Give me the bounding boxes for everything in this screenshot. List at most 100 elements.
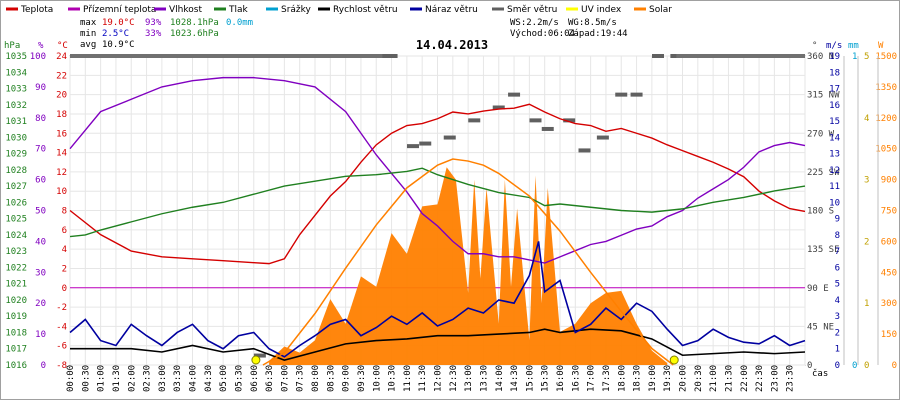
ms-tick-label: 10 bbox=[829, 198, 840, 208]
sun-marker bbox=[669, 355, 679, 365]
pct-tick-label: 50 bbox=[35, 207, 46, 217]
hpa-tick-label: 1033 bbox=[5, 85, 27, 95]
x-tick-label: 01:30 bbox=[112, 365, 122, 392]
solar-tick-label: 1200 bbox=[875, 114, 897, 124]
x-tick-label: 13:30 bbox=[479, 365, 489, 392]
degc-tick-label: 20 bbox=[56, 91, 67, 101]
stats-block: max 19.0°C 93% 1028.1hPa 0.0mm min 2.5°C… bbox=[80, 18, 253, 50]
pct-tick-label: 90 bbox=[35, 83, 46, 93]
solar-tick-label: 450 bbox=[881, 268, 897, 278]
x-tick-label: 23:00 bbox=[770, 365, 780, 392]
x-tick-label: 19:30 bbox=[663, 365, 673, 392]
degc-tick-label: 4 bbox=[62, 245, 67, 255]
x-tick-label: 00:30 bbox=[81, 365, 91, 392]
x-tick-label: 07:30 bbox=[296, 365, 306, 392]
wind-direction-bar-left bbox=[70, 54, 383, 58]
hpa-tick-label: 1018 bbox=[5, 328, 27, 338]
dir-tick-label: 315 NW bbox=[807, 91, 840, 101]
x-tick-label: 13:00 bbox=[464, 365, 474, 392]
degc-tick-label: 18 bbox=[56, 110, 67, 120]
x-tick-label: 06:30 bbox=[265, 365, 275, 392]
x-tick-label: 23:30 bbox=[786, 365, 796, 392]
solar-fill bbox=[269, 167, 668, 365]
degc-tick-label: 24 bbox=[56, 52, 67, 62]
pct-tick-label: 70 bbox=[35, 145, 46, 155]
unit-w: W bbox=[878, 41, 884, 51]
wind-direction-dash bbox=[492, 105, 505, 110]
wind-direction-dash bbox=[563, 118, 576, 123]
unit-mm: mm bbox=[848, 41, 859, 51]
stat-rain: 0.0mm bbox=[226, 18, 253, 28]
degc-tick-label: -8 bbox=[56, 361, 67, 371]
ms-tick-label: 8 bbox=[835, 231, 840, 241]
dir-tick-label: 360 N bbox=[807, 52, 834, 62]
legend-label: Solar bbox=[649, 5, 672, 15]
x-tick-label: 03:30 bbox=[173, 365, 183, 392]
dir-tick-label: 45 NE bbox=[807, 322, 834, 332]
stat-min-hum: 33% bbox=[145, 29, 162, 39]
degc-tick-label: 10 bbox=[56, 187, 67, 197]
series-line-wind bbox=[70, 328, 806, 361]
x-tick-label: 21:00 bbox=[709, 365, 719, 392]
uv-tick-label: 2 bbox=[864, 237, 869, 247]
uv-tick-label: 5 bbox=[864, 52, 869, 62]
legend-label: Teplota bbox=[20, 5, 53, 15]
x-tick-label: 18:00 bbox=[617, 365, 627, 392]
stat-avg-temp: 10.9°C bbox=[102, 40, 135, 50]
hpa-tick-label: 1023 bbox=[5, 247, 27, 257]
legend-label: Vlhkost bbox=[169, 5, 202, 15]
ms-tick-label: 11 bbox=[829, 182, 840, 192]
stat-max-label: max bbox=[80, 18, 97, 28]
pct-tick-label: 80 bbox=[35, 114, 46, 124]
hpa-tick-label: 1030 bbox=[5, 133, 27, 143]
hpa-tick-label: 1034 bbox=[5, 68, 27, 78]
legend-label: Směr větru bbox=[507, 5, 557, 15]
x-tick-label: 09:30 bbox=[357, 365, 367, 392]
dir-tick-label: 180 S bbox=[807, 207, 834, 217]
mm-tick-label: 0 bbox=[852, 361, 857, 371]
info-block: WS:2.2m/s WG:8.5m/s Východ:06:04 Západ:1… bbox=[510, 18, 628, 39]
unit-degc: °C bbox=[57, 41, 68, 51]
info-ws: WS:2.2m/s bbox=[510, 18, 559, 28]
unit-hpa: hPa bbox=[4, 41, 20, 51]
hpa-tick-label: 1031 bbox=[5, 117, 27, 127]
ms-tick-label: 14 bbox=[829, 133, 840, 143]
legend-label: Rychlost větru bbox=[333, 5, 398, 15]
x-tick-label: 17:00 bbox=[587, 365, 597, 392]
pct-tick-label: 30 bbox=[35, 268, 46, 278]
stat-min-press: 1023.6hPa bbox=[170, 29, 219, 39]
x-tick-label: 18:30 bbox=[633, 365, 643, 392]
hpa-tick-label: 1035 bbox=[5, 52, 27, 62]
x-tick-label: 20:30 bbox=[694, 365, 704, 392]
ms-tick-label: 6 bbox=[835, 263, 840, 273]
x-tick-label: 12:00 bbox=[434, 365, 444, 392]
degc-tick-label: 14 bbox=[56, 149, 67, 159]
axes: 1035103410331032103110301029102810271026… bbox=[5, 52, 897, 392]
x-tick-label: 16:30 bbox=[571, 365, 581, 392]
x-tick-label: 04:30 bbox=[204, 365, 214, 392]
x-tick-label: 14:00 bbox=[495, 365, 505, 392]
degc-tick-label: 22 bbox=[56, 71, 67, 81]
degc-tick-label: -4 bbox=[56, 322, 67, 332]
x-tick-label: 15:30 bbox=[541, 365, 551, 392]
x-tick-label: 02:00 bbox=[127, 365, 137, 392]
dir-tick-label: 90 E bbox=[807, 284, 829, 294]
ms-tick-label: 2 bbox=[835, 328, 840, 338]
x-tick-label: 07:00 bbox=[280, 365, 290, 392]
wind-direction-dash bbox=[529, 118, 542, 123]
wind-direction-dash bbox=[508, 92, 521, 97]
hpa-tick-label: 1020 bbox=[5, 296, 27, 306]
dir-tick-label: 225 SW bbox=[807, 168, 840, 178]
degc-tick-label: -2 bbox=[56, 303, 67, 313]
x-tick-label: 03:00 bbox=[158, 365, 168, 392]
series-line-solar bbox=[262, 158, 674, 366]
dir-tick-label: 270 W bbox=[807, 129, 835, 139]
pct-tick-label: 40 bbox=[35, 237, 46, 247]
hpa-tick-label: 1029 bbox=[5, 150, 27, 160]
degc-tick-label: 6 bbox=[62, 226, 67, 236]
pct-tick-label: 100 bbox=[30, 52, 46, 62]
x-tick-label: 00:00 bbox=[66, 365, 76, 392]
hpa-tick-label: 1028 bbox=[5, 166, 27, 176]
